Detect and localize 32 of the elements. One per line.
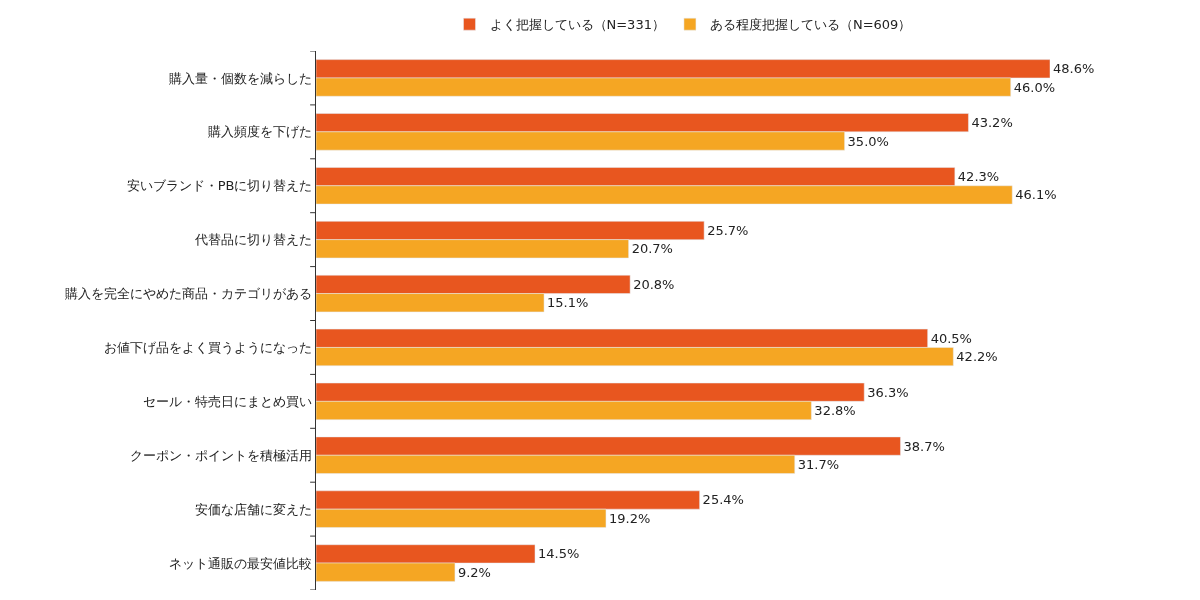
data-label: 15.1% <box>547 295 589 311</box>
y-tick-label: 購入頻度を下げた <box>208 124 313 140</box>
data-label: 40.5% <box>930 330 972 346</box>
data-label: 25.4% <box>702 492 744 508</box>
data-label: 46.0% <box>1013 79 1056 95</box>
y-tick-label: 購入量・個数を減らした <box>169 70 313 86</box>
data-label: 25.7% <box>707 222 749 238</box>
y-tick-label: 代替品に切り替えた <box>194 232 313 248</box>
data-label: 9.2% <box>457 564 491 580</box>
data-label: 38.7% <box>903 438 945 454</box>
y-tick-label: 購入を完全にやめた商品・カテゴリがある <box>65 286 313 302</box>
data-label: 48.6% <box>1053 61 1095 77</box>
data-label: 32.8% <box>814 403 856 419</box>
legend-label: ある程度把握している（N=609） <box>709 17 912 33</box>
data-label: 31.7% <box>797 456 840 472</box>
data-label: 36.3% <box>867 384 909 400</box>
y-tick-label: 安いブランド・PBに切り替えた <box>126 178 313 194</box>
data-label: 20.7% <box>631 241 673 257</box>
data-label: 20.8% <box>633 276 675 292</box>
data-label: 14.5% <box>537 546 580 562</box>
data-label: 46.1% <box>1015 187 1057 203</box>
y-tick-label: 安価な店舗に変えた <box>195 501 313 517</box>
y-tick-label: クーポン・ポイントを積極活用 <box>130 447 313 463</box>
data-label: 35.0% <box>847 133 889 149</box>
y-tick-label: ネット通販の最安値比較 <box>169 555 313 571</box>
y-tick-label: セール・特売日にまとめ買い <box>143 393 313 409</box>
data-label: 19.2% <box>608 510 651 526</box>
data-label: 43.2% <box>971 115 1013 131</box>
data-label: 42.3% <box>957 169 1000 185</box>
legend-label: よく把握している（N=331） <box>489 17 665 33</box>
data-label: 42.2% <box>956 349 998 365</box>
y-tick-label: お値下げ品をよく買うようになった <box>104 340 313 355</box>
